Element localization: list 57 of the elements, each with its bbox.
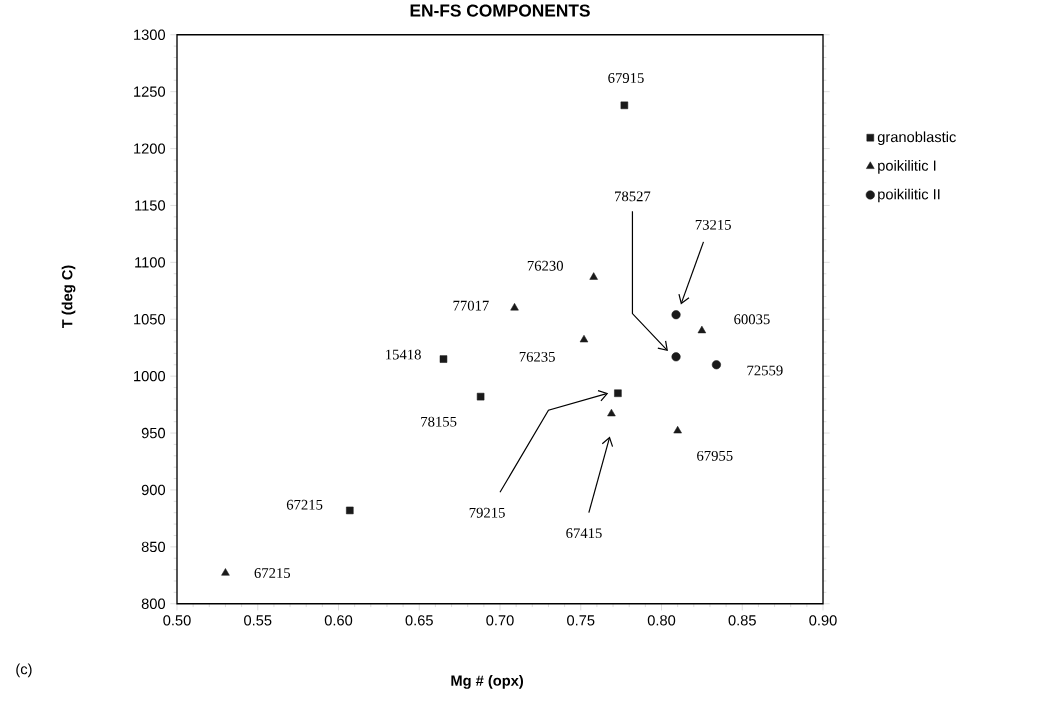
annotation: 79215 <box>469 507 505 518</box>
x-tick-label: 0.70 <box>486 615 514 626</box>
y-axis-title: T (deg C) <box>61 265 76 329</box>
text: (c) <box>16 663 32 678</box>
point <box>671 352 681 362</box>
annotation: 76230 <box>527 260 563 271</box>
y-tick-label: 1100 <box>135 257 166 268</box>
point <box>697 325 707 334</box>
point <box>673 426 682 434</box>
x-tick-label: 0.85 <box>728 615 756 626</box>
legend-label: poikilitic I <box>878 160 936 174</box>
point <box>607 409 616 417</box>
x-tick-label: 0.50 <box>163 615 191 626</box>
annotation: 76235 <box>519 352 555 362</box>
annotation: 67955 <box>697 451 733 461</box>
annotation: 15418 <box>386 349 421 360</box>
annotation: 73215 <box>695 220 731 230</box>
chart-title: EN-FS COMPONENTS <box>410 4 590 17</box>
point <box>510 303 519 311</box>
point <box>614 389 622 398</box>
annotation: 67915 <box>608 73 644 84</box>
point <box>711 360 721 370</box>
annotation: 67215 <box>286 499 323 510</box>
annotation: 78155 <box>421 416 457 427</box>
y-tick-label: 850 <box>141 541 166 553</box>
x-tick-label: 0.80 <box>647 615 676 626</box>
point <box>620 101 629 110</box>
annotation: 77017 <box>453 300 489 311</box>
x-tick-label: 0.90 <box>809 615 837 626</box>
point <box>579 335 589 343</box>
point <box>671 310 681 320</box>
x-tick-label: 0.65 <box>405 615 433 626</box>
y-tick-label: 900 <box>141 484 166 496</box>
legend-label: poikilitic II <box>878 188 940 203</box>
y-tick-label: 1300 <box>134 29 166 41</box>
annotation: 60035 <box>734 314 770 325</box>
annotation: 67415 <box>566 528 602 539</box>
annotation: 67215 <box>254 568 291 579</box>
y-tick-label: 800 <box>141 598 166 610</box>
y-tick-label: 1000 <box>134 371 166 382</box>
x-tick-label: 0.75 <box>567 615 595 626</box>
annotation: 78527 <box>615 191 651 202</box>
y-tick-label: 1200 <box>134 143 166 154</box>
y-tick-label: 950 <box>141 428 166 439</box>
y-tick-label: 1250 <box>134 86 166 97</box>
y-tick-label: 1050 <box>134 314 166 325</box>
y-tick-label: 1150 <box>135 200 166 211</box>
x-axis-title: Mg # (opx) <box>451 675 524 689</box>
point <box>589 272 598 280</box>
point <box>221 568 230 576</box>
x-tick-label: 0.55 <box>244 615 272 626</box>
point <box>346 506 354 515</box>
annotation: 72559 <box>747 365 783 376</box>
legend-label: granoblastic <box>877 131 956 146</box>
point <box>476 393 485 401</box>
x-tick-label: 0.60 <box>324 615 353 626</box>
point <box>439 355 448 363</box>
